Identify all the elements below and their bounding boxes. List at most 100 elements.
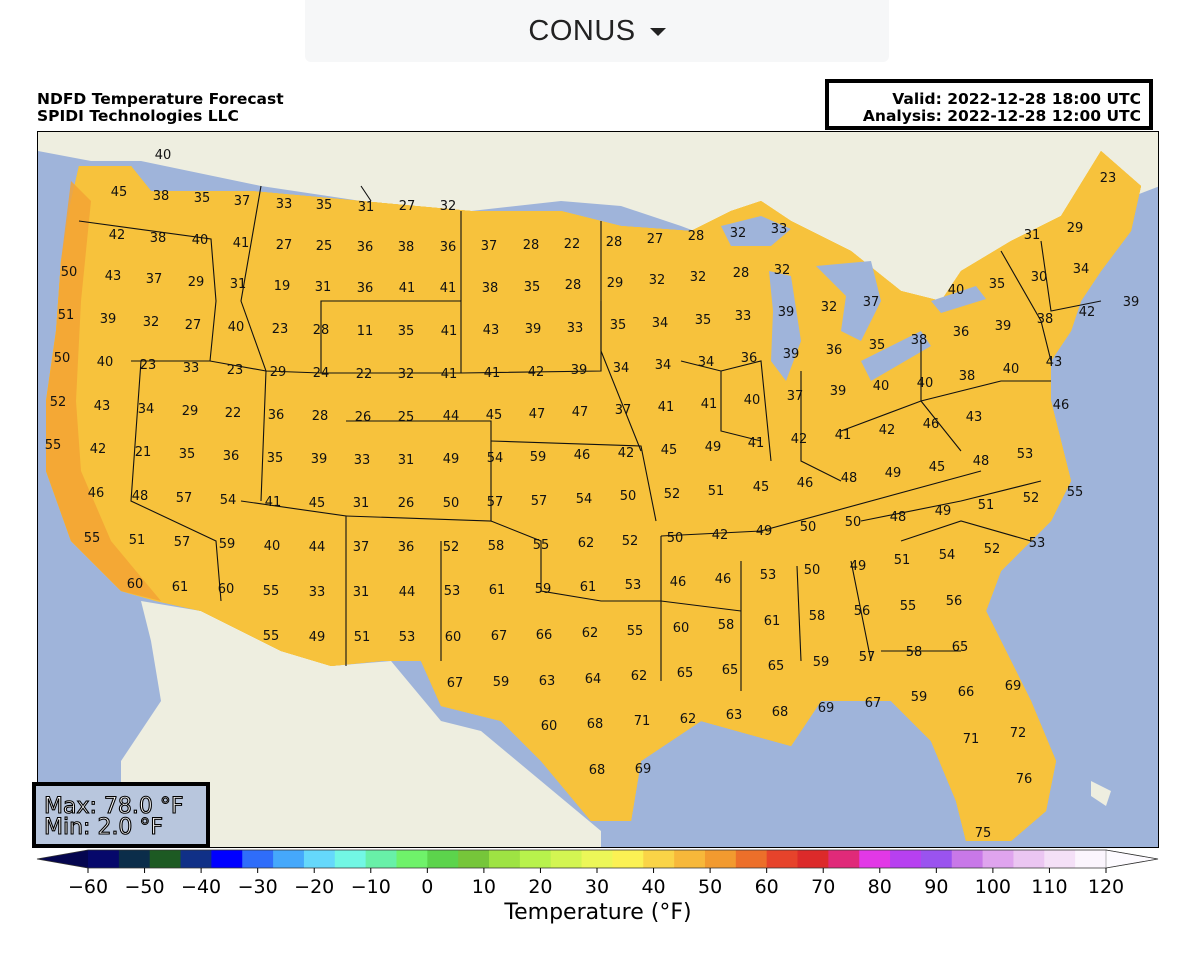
colorbar-segment bbox=[489, 850, 521, 868]
temperature-value: 55 bbox=[1067, 485, 1084, 500]
temperature-value: 52 bbox=[622, 534, 639, 549]
temperature-value: 65 bbox=[952, 640, 969, 655]
temperature-value: 41 bbox=[835, 428, 852, 443]
temperature-value: 39 bbox=[995, 319, 1012, 334]
temperature-value: 62 bbox=[680, 712, 697, 727]
temperature-value: 28 bbox=[606, 235, 623, 250]
baja-land bbox=[151, 611, 241, 801]
analysis-time: Analysis: 2022-12-28 12:00 UTC bbox=[862, 107, 1141, 125]
temperature-value: 29 bbox=[188, 275, 205, 290]
temperature-value: 32 bbox=[649, 273, 666, 288]
temperature-value: 50 bbox=[61, 265, 78, 280]
temperature-value: 35 bbox=[179, 447, 196, 462]
temperature-value: 63 bbox=[726, 708, 743, 723]
temperature-value: 41 bbox=[233, 236, 250, 251]
colorbar-tick-label: 60 bbox=[755, 876, 779, 898]
temperature-value: 27 bbox=[185, 318, 202, 333]
temperature-value: 45 bbox=[309, 496, 326, 511]
temperature-value: 23 bbox=[227, 363, 244, 378]
temperature-value: 69 bbox=[1005, 679, 1022, 694]
temperature-value: 38 bbox=[153, 189, 170, 204]
temperature-value: 54 bbox=[939, 548, 956, 563]
temperature-value: 35 bbox=[398, 324, 415, 339]
temperature-value: 36 bbox=[357, 240, 374, 255]
temperature-value: 59 bbox=[530, 450, 547, 465]
temperature-value: 23 bbox=[1100, 171, 1117, 186]
colorbar-segment bbox=[890, 850, 922, 868]
temperature-value: 55 bbox=[533, 538, 550, 553]
temperature-value: 50 bbox=[620, 489, 637, 504]
temperature-value: 51 bbox=[58, 308, 75, 323]
temperature-value: 32 bbox=[440, 199, 457, 214]
temperature-value: 33 bbox=[567, 321, 584, 336]
temperature-value: 40 bbox=[228, 320, 245, 335]
temperature-value: 58 bbox=[809, 609, 826, 624]
temperature-value: 27 bbox=[276, 238, 293, 253]
colorbar: −60 −50 −40 −30 −20 −10 0 10 20 30 40 50 60 70 80 90 100… bbox=[36, 849, 1159, 898]
colorbar-tick-label: 40 bbox=[641, 876, 665, 898]
region-dropdown-label: CONUS bbox=[528, 14, 636, 47]
temperature-value: 41 bbox=[399, 281, 416, 296]
conus-temperature-field bbox=[46, 151, 1141, 841]
temperature-value: 40 bbox=[744, 393, 761, 408]
temperature-value: 31 bbox=[315, 280, 332, 295]
temperature-value: 42 bbox=[90, 442, 107, 457]
temperature-value: 50 bbox=[800, 520, 817, 535]
temperature-value: 26 bbox=[398, 496, 415, 511]
colorbar-segment bbox=[242, 850, 274, 868]
temperature-value: 66 bbox=[536, 628, 553, 643]
temperature-value: 64 bbox=[585, 672, 602, 687]
temperature-value: 52 bbox=[443, 540, 460, 555]
temperature-value: 56 bbox=[854, 604, 871, 619]
colorbar-segment bbox=[643, 850, 675, 868]
temperature-value: 41 bbox=[701, 397, 718, 412]
temperature-value: 50 bbox=[845, 515, 862, 530]
temperature-value: 48 bbox=[841, 471, 858, 486]
temperature-value: 31 bbox=[230, 277, 247, 292]
temperature-value: 60 bbox=[673, 621, 690, 636]
state-boundaries bbox=[78, 185, 1102, 691]
temperature-value: 62 bbox=[582, 626, 599, 641]
temperature-value: 11 bbox=[357, 324, 374, 339]
temperature-value: 32 bbox=[774, 263, 791, 278]
temperature-value: 57 bbox=[174, 535, 191, 550]
temperature-value: 35 bbox=[316, 198, 333, 213]
temperature-value: 32 bbox=[143, 315, 160, 330]
temperature-value: 67 bbox=[865, 696, 882, 711]
temperature-value: 59 bbox=[911, 690, 928, 705]
temperature-value: 47 bbox=[529, 407, 546, 422]
temperature-value: 68 bbox=[589, 763, 606, 778]
temperature-value: 31 bbox=[398, 453, 415, 468]
temperature-value: 57 bbox=[487, 495, 504, 510]
temperature-value: 54 bbox=[220, 493, 237, 508]
colorbar-min-arrow bbox=[37, 850, 88, 868]
colorbar-segment bbox=[920, 850, 953, 868]
colorbar-segment bbox=[797, 850, 829, 868]
temperature-value: 38 bbox=[482, 281, 499, 296]
region-dropdown[interactable]: CONUS bbox=[305, 0, 889, 62]
temperature-value: 41 bbox=[441, 367, 458, 382]
temperature-value: 61 bbox=[489, 583, 506, 598]
temperature-value: 36 bbox=[268, 408, 285, 423]
temperature-value: 28 bbox=[523, 238, 540, 253]
map-source: SPIDI Technologies LLC bbox=[37, 107, 239, 125]
temperature-value: 29 bbox=[607, 276, 624, 291]
temperature-value: 27 bbox=[647, 232, 664, 247]
colorbar-segment bbox=[427, 850, 459, 868]
temperature-value: 39 bbox=[311, 452, 328, 467]
temperature-value: 37 bbox=[353, 540, 370, 555]
colorbar-tick-label: 10 bbox=[472, 876, 496, 898]
temperature-value: 37 bbox=[146, 272, 163, 287]
colorbar-tick-label: 50 bbox=[698, 876, 722, 898]
colorbar-tick-label: 100 bbox=[975, 876, 1011, 898]
temperature-value: 42 bbox=[528, 365, 545, 380]
temperature-value: 34 bbox=[613, 361, 630, 376]
colorbar-segment bbox=[88, 850, 120, 868]
temperature-value: 43 bbox=[105, 269, 122, 284]
temperature-value: 48 bbox=[890, 510, 907, 525]
temperature-value: 67 bbox=[447, 676, 464, 691]
temperature-value: 40 bbox=[155, 148, 172, 163]
colorbar-tick-label: 0 bbox=[421, 876, 433, 898]
colorbar-tick-label: −50 bbox=[125, 876, 165, 898]
temperature-value: 45 bbox=[661, 443, 678, 458]
